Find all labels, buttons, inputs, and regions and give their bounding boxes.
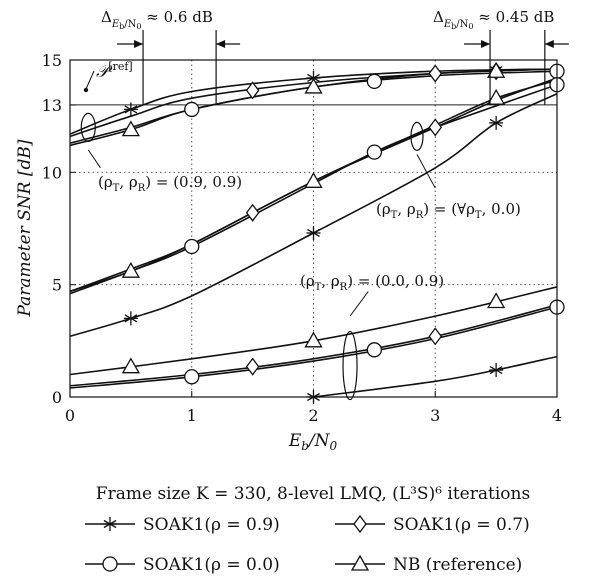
- y-tick-label-13: 13: [42, 96, 62, 115]
- group-label-0.9-0.9: (ρT, ρR) = (0.9, 0.9): [98, 173, 242, 194]
- series-marker-triangle: [121, 261, 140, 278]
- series-marker-asterisk: [306, 225, 321, 240]
- series-marker-triangle: [121, 120, 140, 137]
- legend-item-circle: SOAK1(ρ = 0.0): [85, 555, 280, 575]
- marker-layer: [121, 61, 565, 404]
- series-line-diamond-9: [70, 304, 557, 387]
- legend-label: SOAK1(ρ = 0.9): [143, 515, 280, 535]
- y-tick-label-15: 15: [42, 51, 62, 70]
- legend-label: SOAK1(ρ = 0.0): [143, 555, 280, 575]
- series-marker-diamond: [245, 203, 260, 222]
- leader-line: [349, 291, 369, 317]
- series-marker-triangle: [487, 88, 506, 105]
- series-marker-diamond: [245, 81, 260, 100]
- group-ellipse-all-0.0: [410, 121, 424, 151]
- legend-item-triangle: NB (reference): [335, 554, 522, 575]
- series-marker-triangle: [304, 331, 323, 348]
- y-axis-label: Parameter SNR [dB]: [15, 139, 35, 317]
- axis-ticks: 0 1 2 3 4 0 5 10 13 15: [42, 51, 562, 425]
- series-marker-circle: [366, 144, 383, 160]
- series-marker-circle: [184, 101, 200, 118]
- series-marker-circle: [366, 342, 383, 358]
- group-label-0.0-0.9: (ρT, ρR) = (0.0, 0.9): [300, 272, 444, 293]
- series-marker-circle: [184, 369, 200, 385]
- series-marker-triangle: [304, 172, 323, 188]
- series-marker-asterisk: [123, 311, 138, 326]
- series-marker-asterisk: [489, 363, 504, 378]
- legend-item-asterisk: SOAK1(ρ = 0.9): [85, 515, 280, 535]
- leader-line: [87, 149, 101, 169]
- y-tick-label-5: 5: [52, 276, 62, 295]
- chart-caption: Frame size K = 330, 8-level LMQ, (L³S)⁶ …: [96, 484, 530, 504]
- x-tick-label-1: 1: [187, 406, 197, 425]
- series-marker-triangle: [121, 357, 140, 374]
- delta-annotation-right: ΔEb/N0 ≈ 0.45 dB: [433, 8, 554, 31]
- group-label-all-0.0: (ρT, ρR) = (∀ρT, 0.0): [376, 200, 521, 221]
- series-marker-circle: [366, 73, 383, 89]
- group-ellipse-0.0-0.9: [342, 330, 358, 401]
- series-marker-circle: [184, 238, 200, 255]
- series-marker-diamond: [428, 118, 443, 137]
- series-line-circle-10: [70, 306, 557, 389]
- y-tick-label-0: 0: [52, 388, 62, 407]
- series-marker-asterisk: [123, 102, 138, 117]
- reference-label: 𝒫[ref]: [96, 60, 133, 82]
- reference-leader-line: [85, 70, 95, 90]
- x-tick-label-0: 0: [65, 406, 75, 425]
- series-marker-asterisk: [489, 115, 504, 130]
- x-tick-label-3: 3: [430, 406, 440, 425]
- legend-label: NB (reference): [393, 555, 522, 575]
- delta-annotation-left: ΔEb/N0 ≈ 0.6 dB: [101, 8, 213, 31]
- legend: SOAK1(ρ = 0.9) SOAK1(ρ = 0.7) SOAK1(ρ = 0.…: [85, 514, 530, 575]
- legend-marker-triangle: [350, 554, 370, 571]
- series-marker-triangle: [487, 61, 506, 78]
- legend-item-diamond: SOAK1(ρ = 0.7): [335, 514, 530, 535]
- reference-dot: [83, 87, 89, 93]
- group-ellipse-0.9-0.9: [80, 112, 96, 143]
- x-axis-label: Eb/N0: [288, 431, 338, 453]
- x-tick-label-4: 4: [552, 406, 562, 425]
- series-marker-diamond: [245, 357, 260, 376]
- legend-marker-asterisk: [103, 517, 117, 531]
- legend-label: SOAK1(ρ = 0.7): [393, 515, 530, 535]
- x-tick-label-2: 2: [308, 406, 318, 425]
- series-marker-triangle: [304, 77, 323, 94]
- legend-marker-diamond: [353, 514, 367, 534]
- series-marker-diamond: [428, 64, 443, 83]
- legend-marker-circle: [102, 556, 118, 572]
- y-tick-label-10: 10: [42, 163, 62, 182]
- leader-line: [416, 154, 436, 189]
- series-marker-triangle: [487, 292, 506, 309]
- annotations: [80, 30, 569, 401]
- series-marker-diamond: [428, 327, 443, 346]
